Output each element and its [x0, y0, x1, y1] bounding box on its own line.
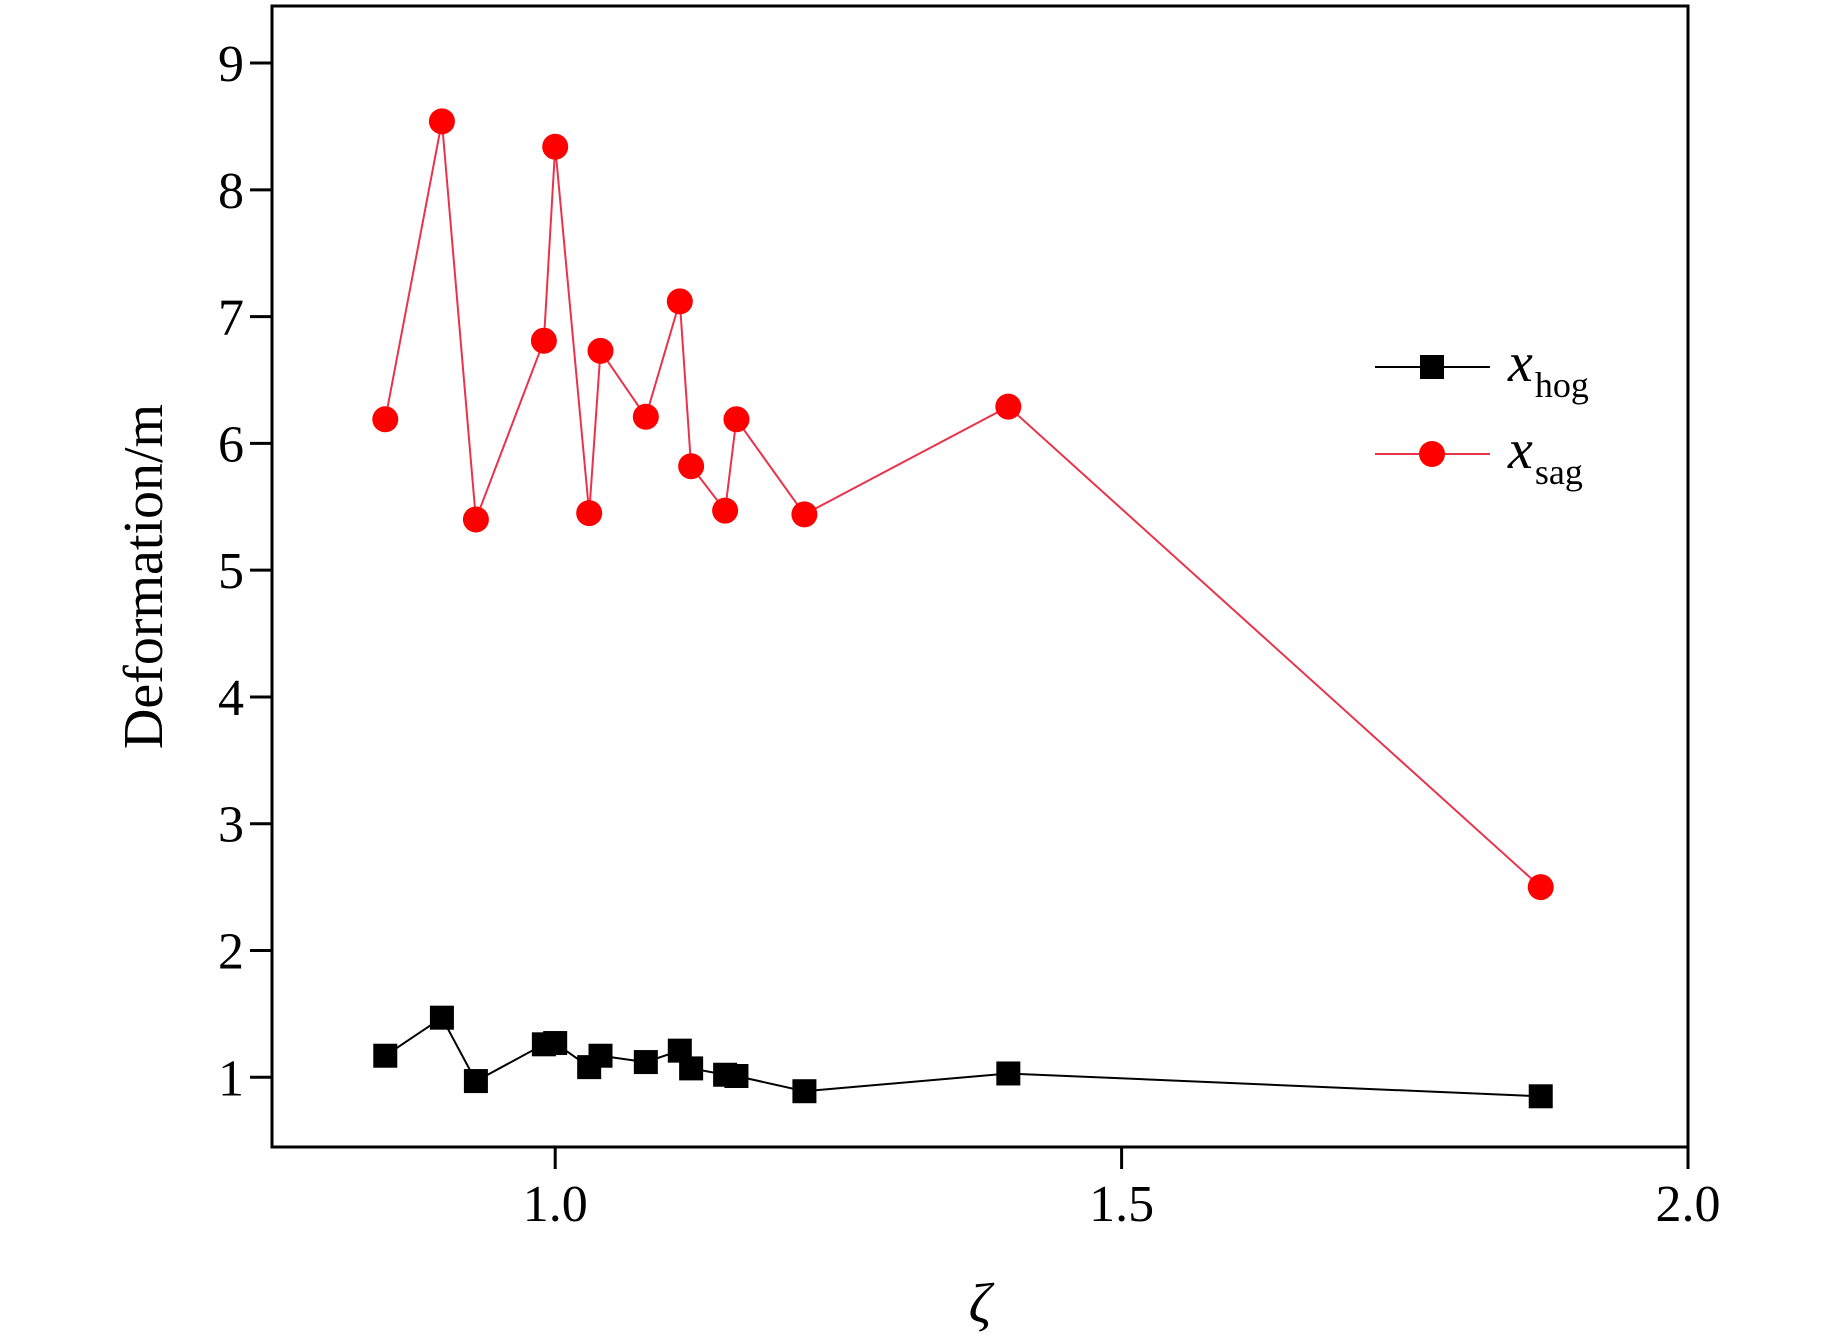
- series-hog-point: [543, 1031, 568, 1056]
- series-sag-point: [576, 500, 603, 527]
- series-sag-point: [723, 406, 750, 433]
- y-tick-label: 3: [218, 797, 244, 854]
- x-tick-label: 1.5: [1089, 1176, 1154, 1233]
- series-hog-point: [429, 1005, 454, 1030]
- series-hog-point: [633, 1050, 658, 1075]
- series-hog-point: [996, 1061, 1021, 1086]
- x-axis-label: ζ: [969, 1273, 995, 1335]
- y-tick-label: 1: [218, 1050, 244, 1107]
- y-tick-label: 2: [218, 923, 244, 980]
- series-sag-point: [712, 497, 739, 524]
- series-sag-point: [678, 453, 705, 480]
- legend: xhog xsag: [1375, 332, 1589, 492]
- series-layer: [372, 108, 1554, 1109]
- plot-frame: [270, 4, 1690, 1149]
- y-tick-label: 8: [218, 163, 244, 220]
- series-sag-point: [666, 288, 693, 315]
- series-sag-point: [791, 501, 818, 528]
- legend-sag-marker: [1419, 441, 1445, 467]
- series-sag-point: [428, 108, 455, 135]
- legend-hog-label: xhog: [1507, 332, 1589, 405]
- series-sag-point: [1527, 874, 1554, 901]
- legend-sag-label: xsag: [1507, 419, 1583, 492]
- series-sag-point: [530, 327, 557, 354]
- series-sag-point: [372, 406, 399, 433]
- legend-hog-entry: xhog: [1375, 332, 1589, 405]
- series-sag-point: [462, 506, 489, 533]
- ticks-layer: 1 2 3 4 5 6 7 8 9 1.0 1.5 2.0: [218, 36, 1721, 1233]
- series-hog-point: [588, 1043, 613, 1068]
- y-tick-label: 6: [218, 416, 244, 473]
- x-tick-label: 1.0: [523, 1176, 588, 1233]
- series-hog-point: [679, 1056, 704, 1081]
- series-hog-point: [373, 1043, 398, 1068]
- series-sag-point: [542, 133, 569, 160]
- legend-hog-marker: [1420, 355, 1444, 379]
- y-tick-label: 5: [218, 543, 244, 600]
- series-sag-point: [632, 403, 659, 430]
- series-sag-point: [587, 337, 614, 364]
- series-hog-point: [463, 1069, 488, 1094]
- y-tick-label: 7: [218, 290, 244, 347]
- x-tick-label: 2.0: [1656, 1176, 1721, 1233]
- y-tick-label: 9: [218, 36, 244, 93]
- series-hog-point: [1528, 1084, 1553, 1109]
- series-sag-point: [995, 393, 1022, 420]
- series-hog-point: [792, 1079, 817, 1104]
- series-hog-point: [724, 1064, 749, 1089]
- y-tick-label: 4: [218, 670, 244, 727]
- y-axis-label: Deformation/m: [113, 404, 175, 749]
- legend-sag-entry: xsag: [1375, 419, 1583, 492]
